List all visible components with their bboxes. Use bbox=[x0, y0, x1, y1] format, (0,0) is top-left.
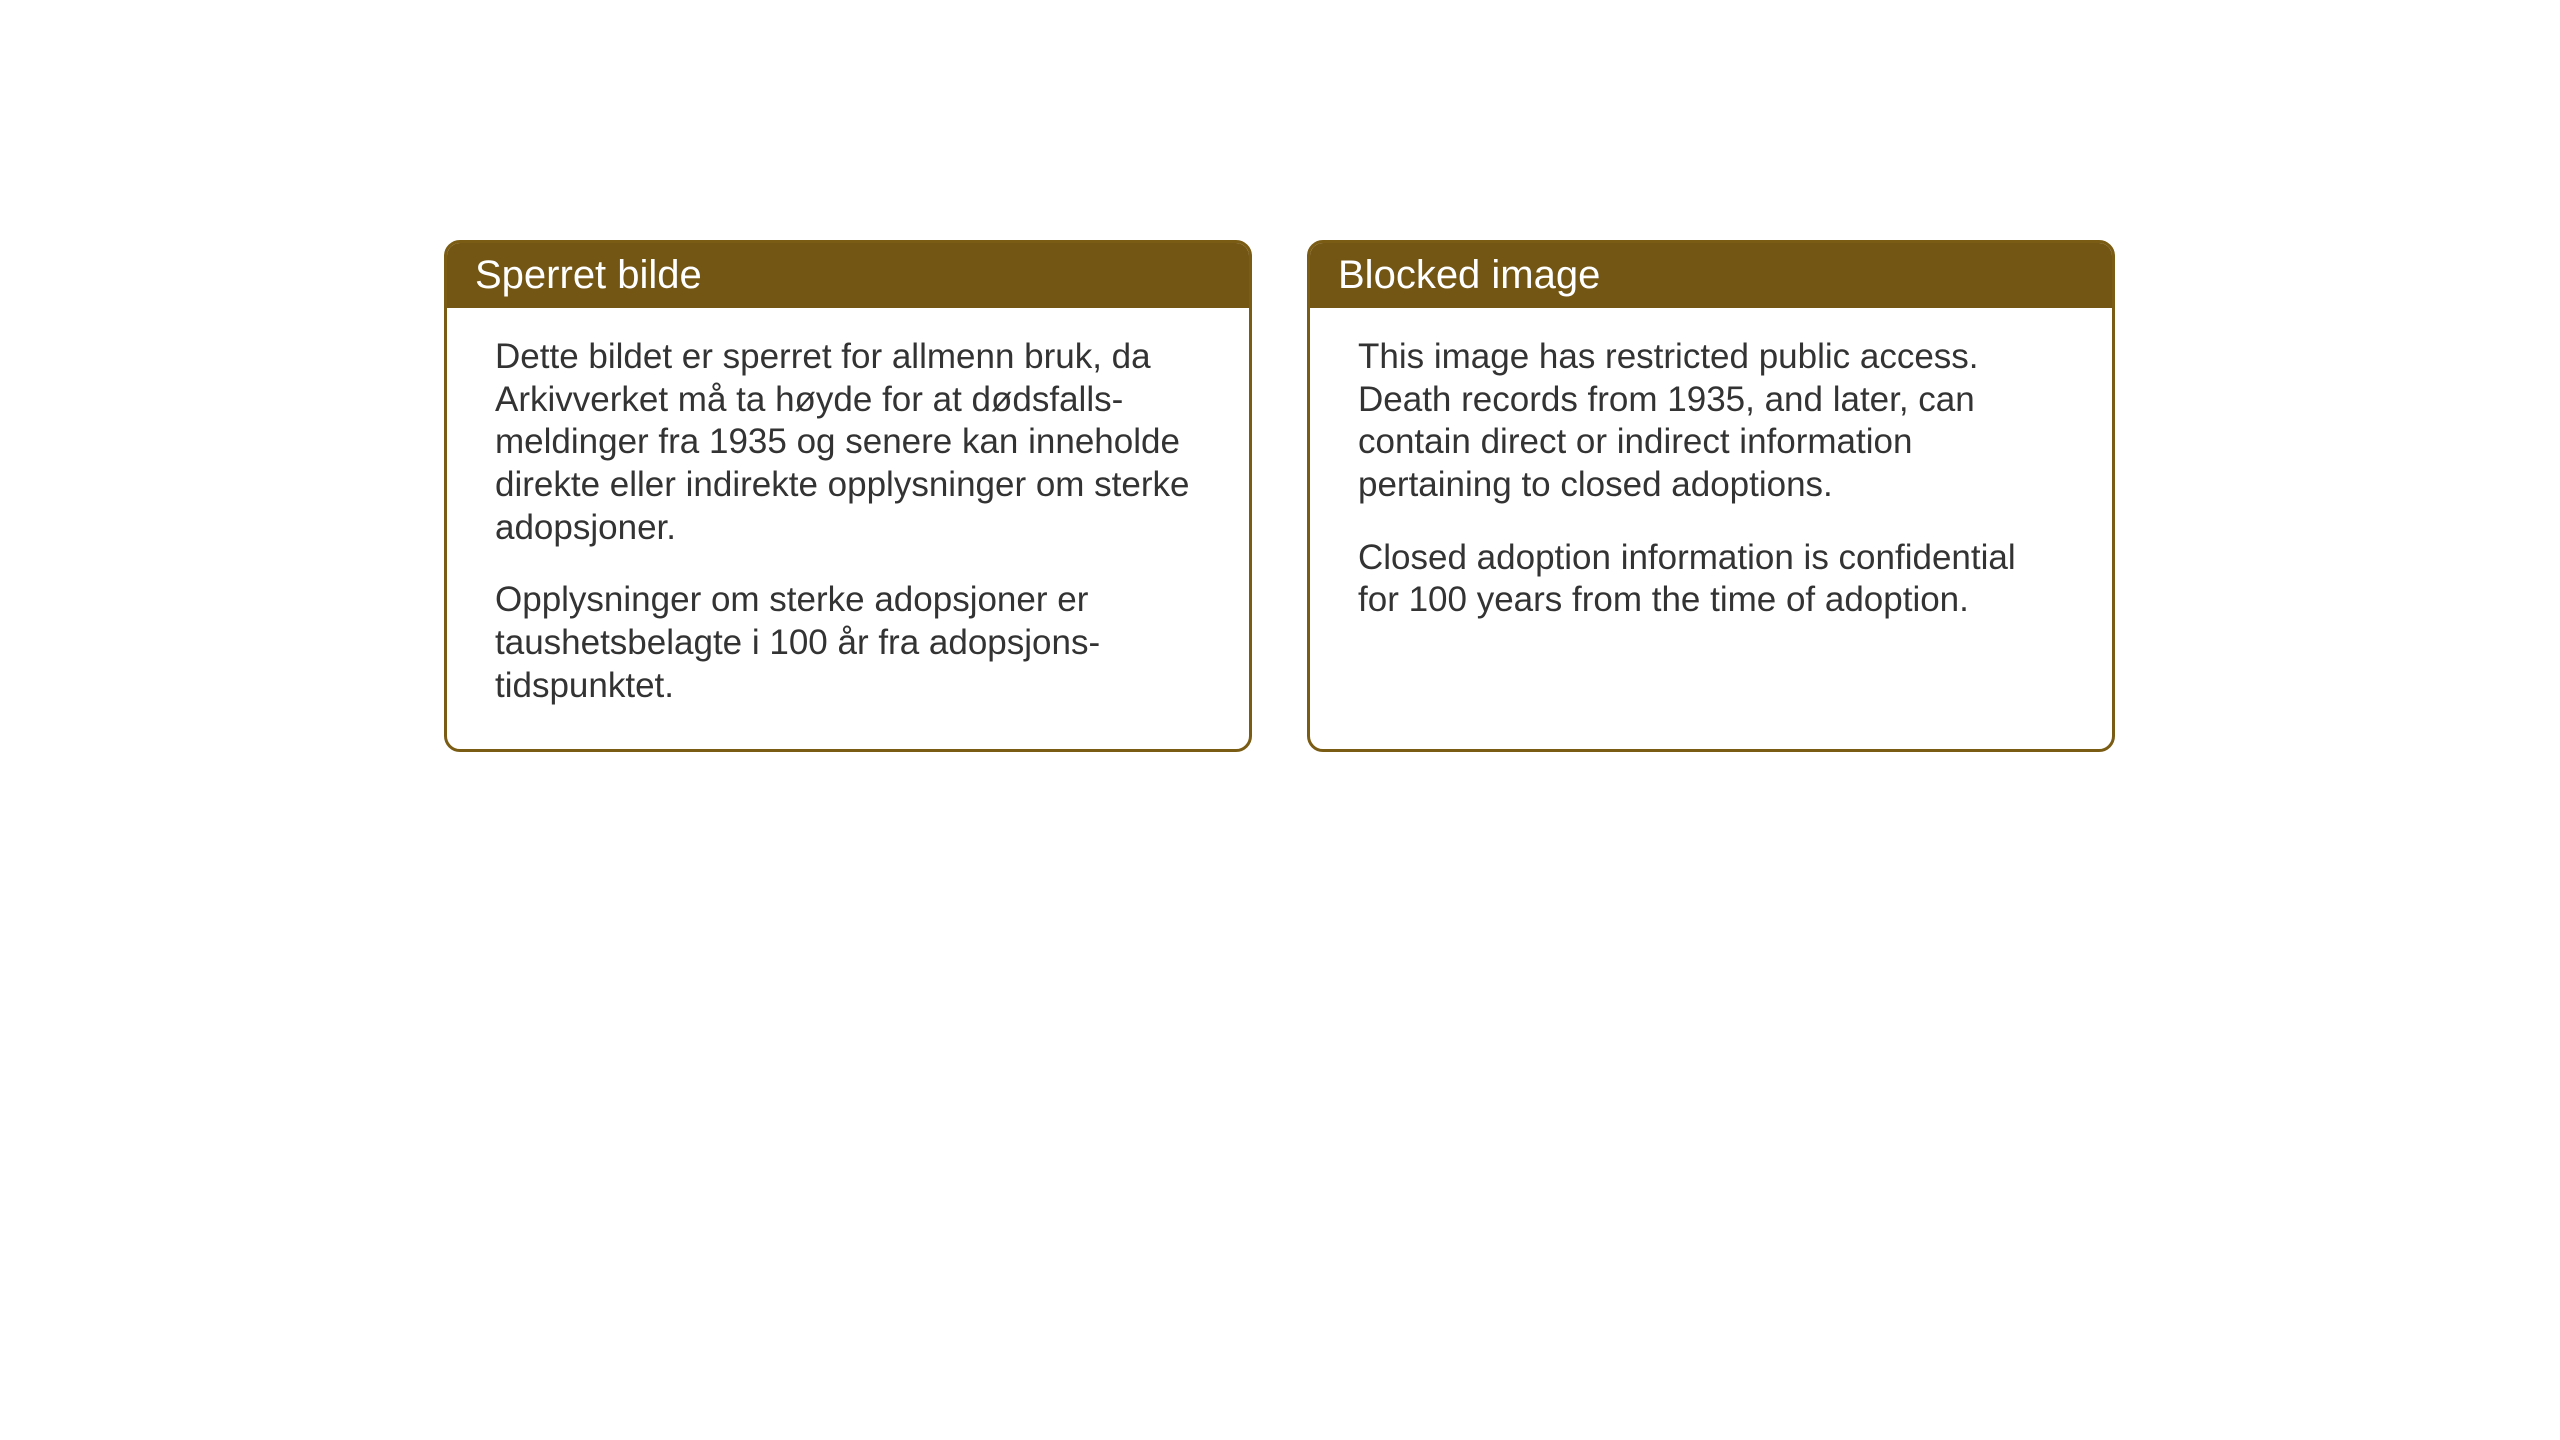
card-norwegian-paragraph-1: Dette bildet er sperret for allmenn bruk… bbox=[495, 336, 1201, 549]
card-english-title: Blocked image bbox=[1338, 253, 1600, 297]
card-norwegian: Sperret bilde Dette bildet er sperret fo… bbox=[444, 240, 1252, 752]
card-english-paragraph-1: This image has restricted public access.… bbox=[1358, 336, 2064, 507]
card-english-header: Blocked image bbox=[1310, 243, 2112, 308]
card-english-paragraph-2: Closed adoption information is confident… bbox=[1358, 537, 2064, 622]
card-english-body: This image has restricted public access.… bbox=[1310, 308, 2112, 660]
cards-container: Sperret bilde Dette bildet er sperret fo… bbox=[444, 240, 2115, 752]
card-norwegian-title: Sperret bilde bbox=[475, 253, 702, 297]
card-norwegian-paragraph-2: Opplysninger om sterke adopsjoner er tau… bbox=[495, 579, 1201, 707]
card-english: Blocked image This image has restricted … bbox=[1307, 240, 2115, 752]
card-norwegian-header: Sperret bilde bbox=[447, 243, 1249, 308]
card-norwegian-body: Dette bildet er sperret for allmenn bruk… bbox=[447, 308, 1249, 746]
